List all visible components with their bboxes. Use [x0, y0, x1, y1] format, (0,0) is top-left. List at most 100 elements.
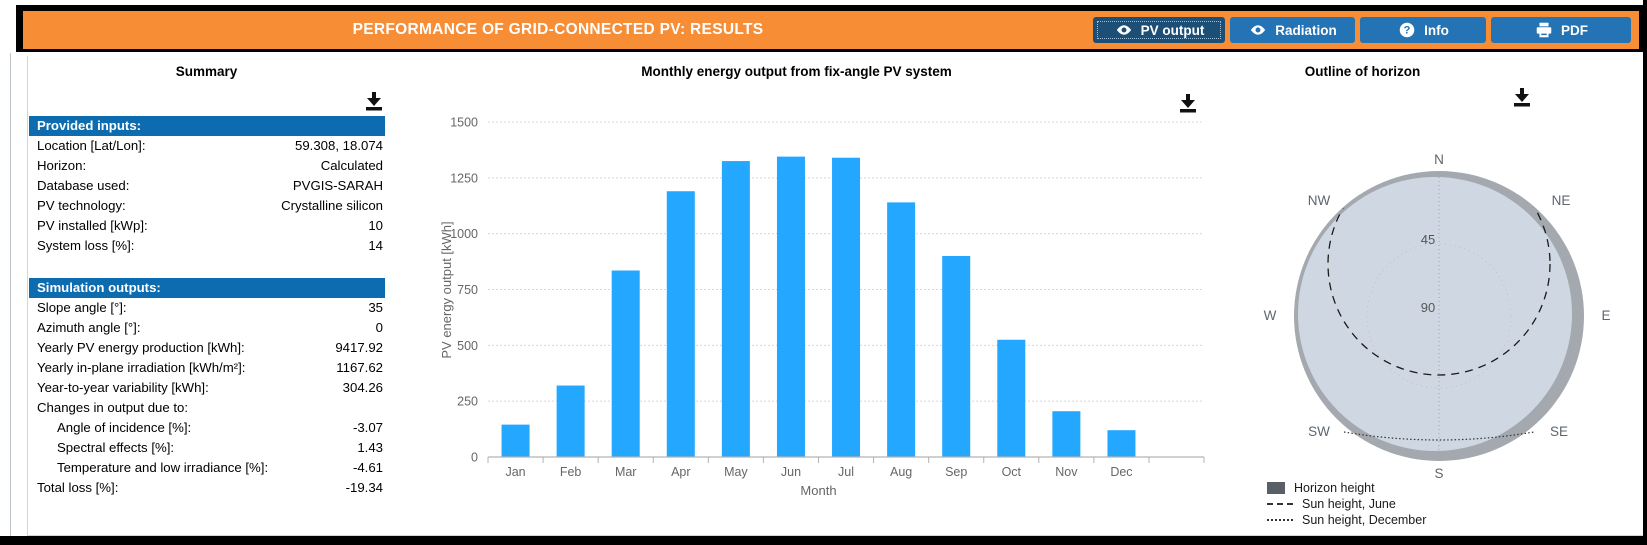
row-value: 1167.62	[336, 360, 383, 375]
compass-label-se: SE	[1550, 424, 1568, 439]
summary-section: Simulation outputs: Slope angle [°]: 35 Azi…	[29, 278, 385, 498]
table-row: Temperature and low irradiance [%]: -4.61	[29, 458, 385, 478]
elevation-45-gridline	[1366, 243, 1512, 389]
svg-text:Jul: Jul	[838, 465, 854, 479]
page-title: PERFORMANCE OF GRID-CONNECTED PV: RESULT…	[352, 21, 764, 38]
monthly-energy-bar-chart: 0 250 500 750 1000 1250 1500 PV energy output […	[385, 90, 1208, 510]
row-value: Crystalline silicon	[281, 198, 383, 213]
content-area: Summary Provided inputs: Location [Lat/Lo…	[27, 56, 1643, 536]
bottom-edge-border	[0, 536, 1647, 545]
printer-icon	[1536, 22, 1552, 38]
monthly-output-chart-panel: Monthly energy output from fix-angle PV …	[385, 56, 1208, 535]
svg-text:250: 250	[457, 395, 478, 409]
table-row: PV installed [kWp]: 10	[29, 216, 385, 236]
svg-text:500: 500	[457, 339, 478, 353]
table-row: Yearly in-plane irradiation [kWh/m²]: 116…	[29, 358, 385, 378]
table-row: Total loss [%]: -19.34	[29, 478, 385, 498]
download-icon	[366, 92, 382, 111]
y-axis-labels: 0 250 500 750 1000 1250 1500	[450, 116, 478, 465]
row-label: Location [Lat/Lon]:	[37, 138, 146, 153]
radiation-button[interactable]: Radiation	[1230, 17, 1355, 43]
button-label: Radiation	[1275, 22, 1337, 38]
table-row: System loss [%]: 14	[29, 236, 385, 256]
info-button[interactable]: ? Info	[1360, 17, 1486, 43]
bar-apr	[666, 191, 695, 457]
bar-jul	[832, 157, 861, 457]
svg-text:1250: 1250	[450, 171, 478, 185]
legend-dashed-swatch	[1267, 503, 1293, 505]
row-label: Temperature and low irradiance [%]:	[57, 460, 269, 475]
radial-label-45: 45	[1421, 232, 1435, 247]
button-label: PV output	[1140, 22, 1205, 38]
table-row: Yearly PV energy production [kWh]: 9417.9…	[29, 338, 385, 358]
svg-text:Aug: Aug	[890, 465, 912, 479]
legend-square-swatch	[1267, 482, 1285, 494]
download-summary-button[interactable]	[363, 90, 385, 112]
row-value: 304.26	[342, 380, 383, 395]
legend-label: Sun height, June	[1302, 497, 1396, 511]
row-label: Yearly in-plane irradiation [kWh/m²]:	[37, 360, 246, 375]
sun-height-june-line	[1327, 172, 1551, 376]
summary-table: Provided inputs: Location [Lat/Lon]: 59.30…	[29, 116, 385, 498]
summary-section: Provided inputs: Location [Lat/Lon]: 59.30…	[29, 116, 385, 256]
row-label: Spectral effects [%]:	[57, 440, 175, 455]
svg-text:May: May	[724, 465, 748, 479]
bars	[501, 156, 1136, 457]
sun-height-december-line	[1343, 431, 1535, 441]
row-label: Yearly PV energy production [kWh]:	[37, 340, 245, 355]
horizon-panel: Outline of horizon 45 90 N NE E SE S SW W NW Hori…	[1208, 56, 1643, 535]
pv-output-button[interactable]: PV output	[1093, 17, 1225, 43]
sky-area	[1298, 177, 1572, 451]
right-edge-border	[1643, 0, 1647, 545]
row-label: Angle of incidence [%]:	[57, 420, 192, 435]
svg-text:Mar: Mar	[615, 465, 637, 479]
bar-aug	[887, 202, 916, 457]
legend-label: Horizon height	[1294, 481, 1375, 495]
table-row: Database used: PVGIS-SARAH	[29, 176, 385, 196]
table-row: Slope angle [°]: 35	[29, 298, 385, 318]
section-header: Provided inputs:	[29, 116, 385, 136]
row-value: 9417.92	[335, 340, 383, 355]
compass-label-nw: NW	[1308, 193, 1331, 208]
row-value: -4.61	[352, 460, 383, 475]
svg-text:?: ?	[1404, 25, 1411, 37]
svg-text:1000: 1000	[450, 227, 478, 241]
horizon-polar-chart: 45 90 N NE E SE S SW W NW	[1208, 120, 1644, 497]
svg-text:Dec: Dec	[1110, 465, 1132, 479]
bar-sep	[942, 256, 971, 457]
horizon-legend: Horizon height Sun height, June Sun height…	[1267, 480, 1426, 528]
left-edge-line	[10, 53, 11, 536]
svg-text:1500: 1500	[450, 116, 478, 130]
table-row: Azimuth angle [°]: 0	[29, 318, 385, 338]
summary-panel: Summary Provided inputs: Location [Lat/Lo…	[28, 56, 385, 535]
svg-text:Feb: Feb	[560, 465, 582, 479]
row-label: PV installed [kWp]:	[37, 218, 148, 233]
row-value: -3.07	[352, 420, 383, 435]
row-value: 0	[375, 320, 383, 335]
row-value: -19.34	[345, 480, 383, 495]
row-value: 1.43	[357, 440, 383, 455]
bar-dec	[1107, 430, 1136, 457]
bar-oct	[997, 339, 1026, 457]
bar-jun	[776, 156, 805, 457]
compass-label-n: N	[1434, 152, 1444, 167]
eye-icon	[1116, 25, 1131, 35]
pdf-button[interactable]: PDF	[1491, 17, 1631, 43]
row-label: Azimuth angle [°]:	[37, 320, 141, 335]
row-label: Database used:	[37, 178, 130, 193]
row-value: 14	[368, 238, 383, 253]
question-icon: ?	[1399, 22, 1415, 38]
download-chart-button[interactable]	[1177, 92, 1199, 114]
table-row: Angle of incidence [%]: -3.07	[29, 418, 385, 438]
legend-label: Sun height, December	[1302, 513, 1427, 527]
legend-dotted-swatch	[1267, 519, 1293, 521]
x-axis-title: Month	[800, 483, 836, 498]
summary-title: Summary	[175, 64, 238, 79]
svg-text:750: 750	[457, 283, 478, 297]
compass-label-ne: NE	[1552, 193, 1571, 208]
svg-text:Oct: Oct	[1002, 465, 1022, 479]
table-row: Changes in output due to:	[29, 398, 385, 418]
download-icon	[1180, 94, 1196, 113]
download-horizon-button[interactable]	[1511, 86, 1533, 108]
